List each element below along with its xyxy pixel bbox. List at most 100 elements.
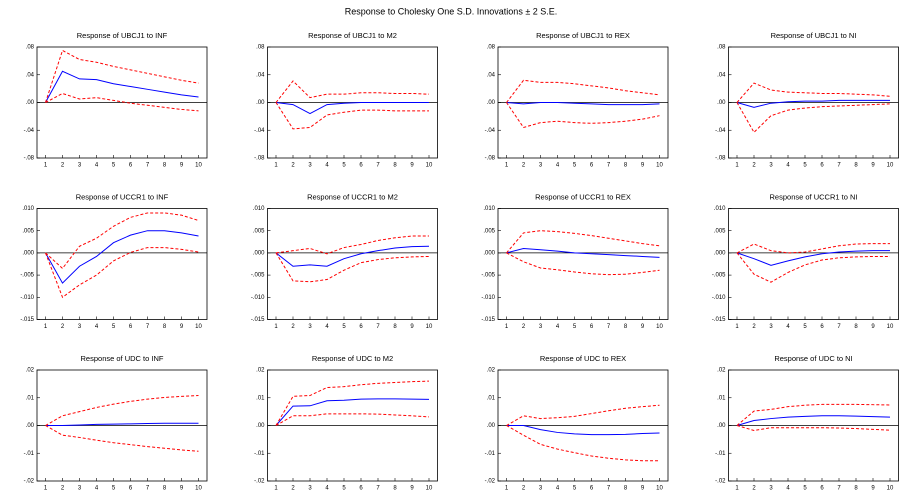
- response-line: [45, 70, 199, 103]
- y-tick-label: -.01: [254, 451, 265, 457]
- y-tick-label: -.005: [481, 273, 495, 279]
- response-line: [736, 415, 891, 426]
- chart-title: Response of UBCJ1 to NI: [771, 31, 857, 40]
- y-tick-label: .04: [487, 72, 496, 78]
- x-tick-label: 4: [556, 486, 560, 490]
- x-tick-label: 5: [112, 163, 116, 169]
- x-tick-label: 4: [786, 324, 790, 330]
- x-tick-label: 1: [735, 163, 739, 169]
- y-tick-label: .04: [717, 72, 726, 78]
- x-tick-label: 9: [180, 163, 184, 169]
- chart-title: Response of UCCR1 to M2: [307, 192, 398, 201]
- y-tick-label: -.08: [24, 156, 35, 162]
- y-tick-label: .00: [256, 423, 265, 429]
- x-tick-label: 2: [752, 163, 756, 169]
- band-line: [275, 413, 430, 426]
- y-tick-label: -.005: [251, 273, 265, 279]
- x-tick-label: 9: [410, 163, 414, 169]
- band-line: [275, 80, 430, 103]
- y-tick-label: .08: [256, 45, 265, 51]
- x-tick-label: 1: [505, 486, 509, 490]
- y-tick-label: -.04: [24, 128, 35, 134]
- y-tick-label: -.04: [254, 128, 265, 134]
- x-tick-label: 2: [522, 324, 526, 330]
- band-line: [275, 102, 429, 130]
- y-tick-label: .005: [22, 228, 34, 234]
- x-tick-label: 6: [129, 163, 133, 169]
- x-tick-label: 3: [78, 163, 82, 169]
- x-tick-label: 9: [641, 324, 645, 330]
- y-tick-label: .000: [253, 250, 265, 256]
- x-tick-label: 1: [44, 324, 48, 330]
- x-tick-label: 8: [854, 163, 858, 169]
- y-tick-label: .02: [26, 368, 35, 374]
- y-tick-label: -.015: [20, 317, 34, 323]
- band-line: [506, 79, 660, 103]
- response-line: [275, 102, 429, 115]
- x-tick-label: 2: [522, 486, 526, 490]
- band-line: [736, 243, 890, 254]
- x-tick-label: 3: [769, 486, 773, 490]
- response-line: [45, 422, 199, 426]
- x-tick-label: 10: [426, 163, 433, 169]
- figure-title: Response to Cholesky One S.D. Innovation…: [345, 6, 558, 16]
- x-tick-label: 6: [359, 163, 363, 169]
- x-tick-label: 2: [752, 324, 756, 330]
- chart-title: Response of UCCR1 to REX: [535, 192, 631, 201]
- x-tick-label: 6: [820, 163, 824, 169]
- y-tick-label: -.02: [715, 479, 726, 485]
- x-tick-label: 1: [44, 163, 48, 169]
- x-tick-label: 10: [887, 324, 894, 330]
- x-tick-label: 7: [146, 324, 150, 330]
- band-line: [45, 395, 199, 426]
- band-line: [506, 102, 660, 129]
- y-tick-label: .000: [714, 250, 726, 256]
- x-tick-label: 9: [410, 324, 414, 330]
- y-tick-label: -.08: [254, 156, 265, 162]
- y-tick-label: .010: [483, 206, 495, 212]
- x-tick-label: 6: [359, 324, 363, 330]
- plot-frame: [36, 208, 208, 320]
- y-tick-label: .08: [717, 45, 726, 51]
- x-tick-label: 6: [820, 324, 824, 330]
- x-tick-label: 6: [129, 324, 133, 330]
- x-tick-label: 5: [573, 163, 577, 169]
- x-tick-label: 7: [607, 324, 611, 330]
- x-tick-label: 1: [44, 486, 48, 490]
- x-tick-label: 3: [308, 324, 312, 330]
- y-tick-label: .000: [22, 250, 34, 256]
- y-tick-label: .00: [717, 100, 726, 106]
- y-tick-label: -.015: [251, 317, 265, 323]
- x-tick-label: 10: [656, 486, 663, 490]
- band-line: [736, 403, 891, 426]
- x-tick-label: 10: [426, 486, 433, 490]
- y-tick-label: -.01: [485, 451, 496, 457]
- x-tick-label: 9: [180, 486, 184, 490]
- y-tick-label: .01: [717, 395, 726, 401]
- y-tick-label: -.02: [254, 479, 265, 485]
- x-tick-label: 10: [195, 486, 202, 490]
- y-tick-label: .00: [487, 423, 496, 429]
- y-tick-label: .00: [256, 100, 265, 106]
- y-tick-label: .005: [714, 228, 726, 234]
- x-tick-label: 10: [426, 324, 433, 330]
- x-tick-label: 5: [342, 324, 346, 330]
- x-tick-label: 7: [146, 486, 150, 490]
- band-line: [506, 425, 660, 462]
- y-tick-label: -.02: [24, 479, 35, 485]
- y-tick-label: .005: [253, 228, 265, 234]
- x-tick-label: 8: [393, 163, 397, 169]
- response-line: [506, 102, 660, 106]
- x-tick-label: 3: [78, 486, 82, 490]
- band-line: [275, 252, 430, 283]
- y-tick-label: -.010: [251, 295, 265, 301]
- x-tick-label: 1: [735, 324, 739, 330]
- response-line: [736, 99, 890, 108]
- y-tick-label: -.08: [485, 156, 496, 162]
- band-line: [275, 235, 429, 255]
- x-tick-label: 2: [61, 163, 65, 169]
- y-tick-label: .04: [256, 72, 265, 78]
- x-tick-label: 2: [291, 486, 295, 490]
- y-tick-label: -.02: [485, 479, 496, 485]
- y-tick-label: .01: [487, 395, 496, 401]
